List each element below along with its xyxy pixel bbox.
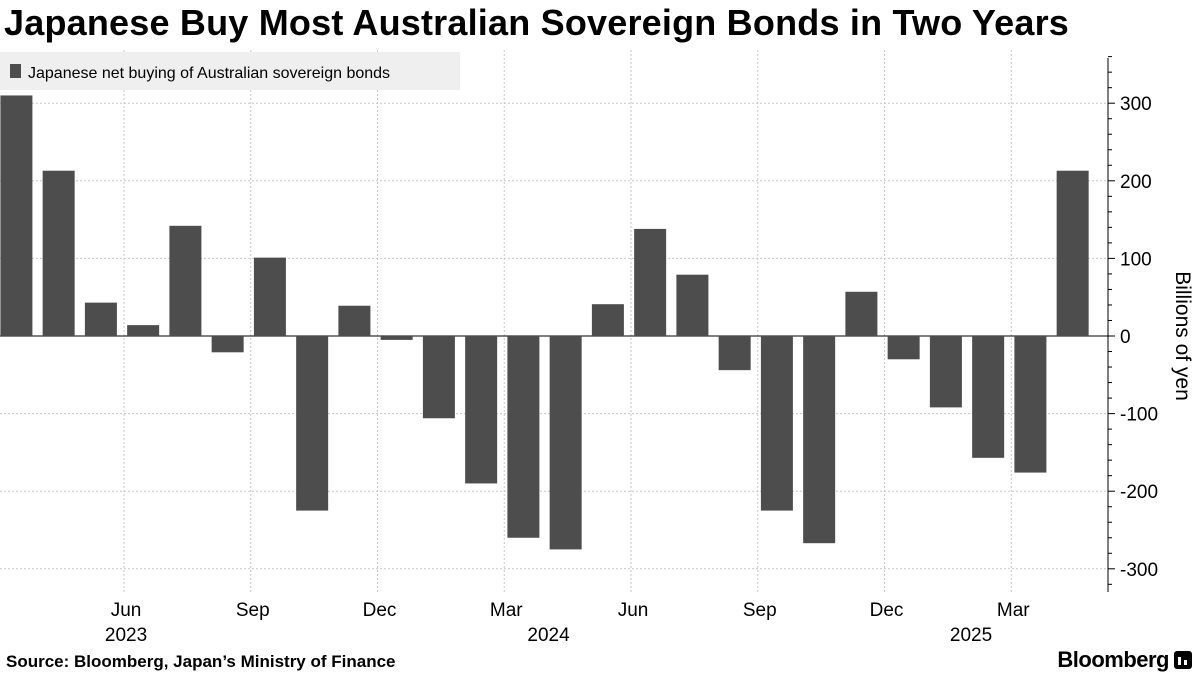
y-tick-label: 300 [1120,94,1152,115]
x-tick-label: Dec [870,600,904,621]
brand-name: Bloomberg [1057,647,1169,672]
bloomberg-chart-icon [1174,651,1192,669]
legend-background [0,52,460,90]
bar [929,336,962,408]
bar [253,257,286,336]
x-tick-label: Sep [743,600,777,621]
brand-logo: Bloomberg [1057,647,1192,673]
y-tick-label: 0 [1120,327,1131,348]
bar [84,302,117,336]
bar [549,336,582,550]
bar [887,336,920,360]
y-axis-label: Billions of yen [1171,271,1194,401]
bar [1014,336,1047,473]
x-axis-labels: Jun Sep Dec Mar Jun Sep Dec Mar 2023 2024 2025 [105,600,1030,646]
x-year-label: 2025 [950,625,992,646]
bar [972,336,1005,458]
bar [634,228,667,336]
y-tick-label: -100 [1120,405,1158,426]
x-tick-label: Mar [997,600,1030,621]
legend-swatch [10,64,21,78]
bar [169,225,202,336]
y-tick-label: 100 [1120,249,1152,270]
bar [0,95,33,336]
bar [127,325,160,336]
y-tick-label: -300 [1120,560,1158,581]
y-tick-label: 200 [1120,172,1152,193]
bar [845,291,878,336]
bar [803,336,836,544]
bar [676,274,709,336]
bar [591,304,624,336]
bar [507,336,540,538]
x-tick-label: Jun [618,600,649,621]
legend-label: Japanese net buying of Australian sovere… [28,65,390,82]
x-tick-label: Mar [490,600,523,621]
y-tick-label: -200 [1120,482,1158,503]
bar [380,336,413,340]
chart-title: Japanese Buy Most Australian Sovereign B… [4,2,1070,43]
bar [296,336,329,511]
bar [42,170,75,336]
y-axis: 300 200 100 0 -100 -200 -300 [1107,56,1158,592]
bar [718,336,751,371]
x-tick-label: Sep [236,600,270,621]
bar [1056,170,1089,336]
x-tick-label: Jun [111,600,142,621]
x-tick-label: Dec [363,600,397,621]
bar [211,336,244,353]
bar [422,336,455,419]
source-note: Source: Bloomberg, Japan’s Ministry of F… [6,652,396,671]
x-year-label: 2024 [527,625,570,646]
legend: Japanese net buying of Australian sovere… [0,52,460,90]
x-year-label: 2023 [105,625,147,646]
bar [338,305,371,336]
bar-series [0,95,1089,550]
bar [760,336,793,511]
bar [465,336,498,484]
